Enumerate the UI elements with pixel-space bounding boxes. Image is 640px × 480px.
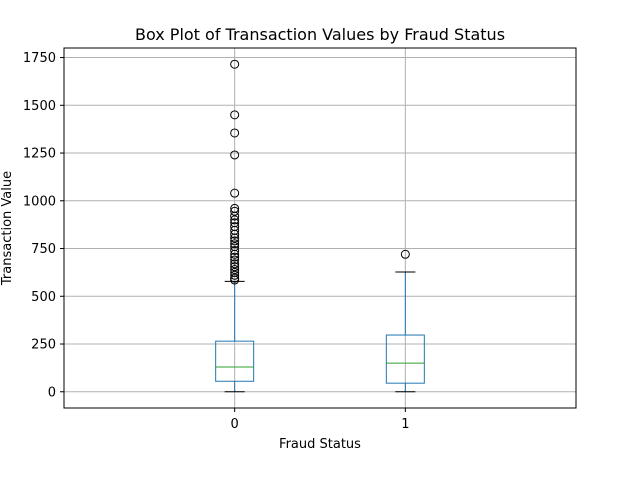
y-tick-label: 1750 — [23, 51, 56, 66]
outlier-point — [230, 259, 240, 269]
outlier-point — [230, 236, 240, 246]
outlier-point — [230, 203, 240, 213]
y-tick-label: 0 — [48, 385, 56, 400]
outlier-point — [230, 265, 240, 275]
outlier-point — [230, 215, 240, 225]
outlier-point — [230, 128, 240, 138]
x-tick-label: 1 — [401, 417, 409, 432]
outlier-point — [230, 270, 240, 280]
outlier-point — [230, 252, 240, 262]
box-0 — [215, 59, 255, 393]
outlier-point — [230, 206, 240, 216]
chart-title: Box Plot of Transaction Values by Fraud … — [135, 25, 505, 44]
outlier-point — [230, 110, 240, 120]
outlier-point — [230, 255, 240, 265]
y-axis-label: Transaction Value — [0, 171, 15, 286]
outlier-point — [230, 222, 240, 232]
outlier-point — [230, 262, 240, 272]
outlier-point — [230, 273, 240, 283]
outlier-point — [230, 239, 240, 249]
y-tick-label: 1250 — [23, 147, 56, 162]
plot-frame — [63, 47, 577, 409]
box-series — [215, 59, 425, 393]
grid-lines — [64, 48, 576, 408]
iqr-box — [385, 334, 425, 384]
x-tick-label: 0 — [231, 417, 239, 432]
outlier-point — [230, 267, 240, 277]
iqr-box — [215, 340, 255, 382]
box-1 — [385, 249, 425, 393]
outlier-point — [230, 150, 240, 160]
outlier-point — [230, 245, 240, 255]
y-tick-label: 500 — [31, 290, 56, 305]
outlier-point — [400, 249, 410, 259]
x-axis-label: Fraud Status — [279, 437, 361, 452]
outlier-point — [230, 218, 240, 228]
y-axis-ticks: 0 250 500 750 1000 1250 1500 1750 — [23, 51, 64, 400]
y-tick-label: 750 — [31, 242, 56, 257]
outlier-point — [230, 59, 240, 69]
outlier-point — [230, 188, 240, 198]
y-tick-label: 1000 — [23, 194, 56, 209]
outlier-point — [230, 242, 240, 252]
y-tick-label: 1500 — [23, 99, 56, 114]
y-tick-label: 250 — [31, 338, 56, 353]
